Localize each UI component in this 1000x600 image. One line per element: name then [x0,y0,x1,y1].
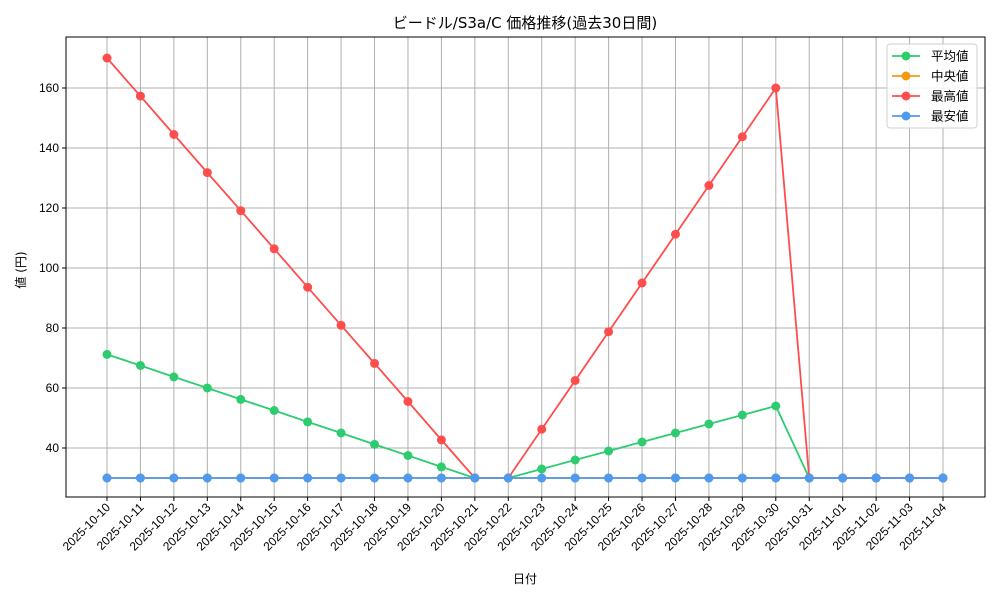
legend-marker [901,111,911,121]
data-point [403,397,413,406]
series-line [106,57,943,479]
data-point [135,473,145,483]
data-point [704,473,714,483]
plot-frame [65,36,986,498]
data-point [403,473,413,483]
data-point [269,473,279,483]
data-point [871,473,881,483]
data-point [269,406,279,415]
data-point [169,473,179,483]
data-point [737,473,747,483]
data-point [771,473,781,483]
data-point [269,244,279,254]
data-point [537,473,547,483]
data-point [604,327,614,337]
series-line [106,353,943,479]
data-point [670,428,680,438]
legend-box [886,43,978,129]
data-point [135,361,145,370]
data-point [336,473,346,483]
data-point [637,437,647,447]
data-point [169,372,179,382]
data-point [503,473,513,483]
data-point [905,473,915,483]
series-3 [102,473,948,483]
chart-title: ビードル/S3a/C 価格推移(過去30日間) [393,14,657,32]
data-point [236,394,246,404]
y-axis-label: 値 (円) [13,251,28,288]
data-point [838,473,848,483]
data-point [436,435,446,445]
y-tick-label: 120 [39,201,59,215]
data-point [737,410,747,420]
legend-label: 最安値 [931,109,969,124]
data-point [236,206,246,216]
grid-lines [66,37,985,497]
data-point [102,349,112,359]
legend-marker [901,91,911,101]
x-axis-label: 日付 [513,572,537,586]
data-point [370,473,380,483]
data-point [804,473,814,483]
data-point [403,451,413,460]
data-point [771,401,781,411]
x-axis-ticks: 2025-10-102025-10-112025-10-122025-10-13… [60,497,949,554]
data-point [637,473,647,483]
data-point [670,473,680,483]
data-point [737,132,747,142]
legend-marker [901,71,911,81]
y-tick-label: 140 [39,141,59,155]
data-point [570,455,580,465]
data-point [135,91,145,101]
data-point [202,383,212,393]
data-point [670,229,680,239]
data-point [637,278,647,288]
data-point [938,473,948,483]
series-lines [102,53,948,483]
data-point [704,419,714,429]
data-point [570,376,580,385]
data-point [436,462,446,472]
y-axis-ticks: 40 60 80 100 120 140 160 [39,81,66,455]
data-point [236,473,246,483]
data-point [102,53,112,63]
y-tick-label: 80 [46,321,60,335]
data-point [303,417,313,427]
data-point [202,168,212,178]
data-point [370,358,380,368]
data-point [537,424,547,434]
y-tick-label: 100 [39,261,59,275]
legend-label: 平均値 [931,49,969,64]
data-point [303,473,313,483]
data-point [336,428,346,438]
data-point [102,473,112,483]
y-tick-label: 160 [39,81,59,95]
legend-marker [901,51,911,61]
data-point [303,282,313,292]
data-point [771,83,781,93]
data-point [202,473,212,483]
y-tick-label: 40 [46,441,60,455]
data-point [570,473,580,483]
data-point [370,439,380,449]
legend-label: 最高値 [931,89,969,104]
data-point [470,473,480,483]
series-0 [102,349,948,483]
data-point [704,181,714,190]
data-point [436,473,446,483]
data-point [604,473,614,483]
data-point [537,464,547,474]
data-point [604,446,614,456]
data-point [336,320,346,330]
y-tick-label: 60 [46,381,60,395]
legend-label: 中央値 [931,69,969,84]
data-point [169,130,179,139]
